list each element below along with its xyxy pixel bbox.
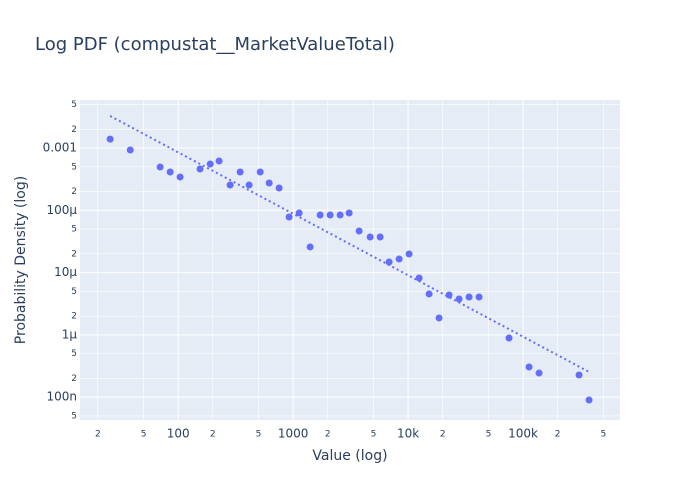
point bbox=[535, 369, 543, 377]
point bbox=[215, 157, 223, 165]
point bbox=[245, 181, 253, 189]
y-tick-label: 10μ bbox=[54, 265, 77, 279]
point bbox=[435, 314, 443, 322]
x-tick-label: 10k bbox=[397, 427, 419, 441]
x-tick-label: 2 bbox=[210, 430, 216, 440]
point bbox=[316, 211, 324, 219]
y-tick-label: 2 bbox=[71, 125, 77, 135]
point bbox=[465, 293, 473, 301]
point bbox=[166, 168, 174, 176]
point bbox=[415, 274, 423, 282]
point bbox=[156, 163, 164, 171]
point bbox=[236, 168, 244, 176]
point bbox=[355, 227, 363, 235]
y-tick-label: 2 bbox=[71, 249, 77, 259]
point bbox=[226, 181, 234, 189]
point bbox=[265, 179, 273, 187]
y-tick-label: 2 bbox=[71, 374, 77, 384]
point bbox=[575, 371, 583, 379]
x-tick-label: 5 bbox=[601, 430, 607, 440]
y-tick-label: 5 bbox=[71, 349, 77, 359]
point bbox=[306, 243, 314, 251]
point bbox=[376, 233, 384, 241]
y-tick-label: 100μ bbox=[46, 203, 77, 217]
point bbox=[455, 295, 463, 303]
x-tick-label: 5 bbox=[486, 430, 492, 440]
y-tick-label: 5 bbox=[71, 162, 77, 172]
point bbox=[385, 258, 393, 266]
point bbox=[405, 250, 413, 258]
x-tick-label: 1000 bbox=[278, 427, 309, 441]
point bbox=[585, 396, 593, 404]
y-tick-label: 2 bbox=[71, 312, 77, 322]
point bbox=[285, 213, 293, 221]
y-tick-label: 5 bbox=[71, 225, 77, 235]
point bbox=[275, 184, 283, 192]
point bbox=[176, 173, 184, 181]
y-tick-label: 5 bbox=[71, 287, 77, 297]
y-tick-label: 2 bbox=[71, 187, 77, 197]
point bbox=[366, 233, 374, 241]
x-tick-label: 2 bbox=[555, 430, 561, 440]
point bbox=[256, 168, 264, 176]
chart-title: Log PDF (compustat__MarketValueTotal) bbox=[35, 34, 395, 55]
point bbox=[126, 146, 134, 154]
x-tick-label: 2 bbox=[440, 430, 446, 440]
point bbox=[295, 209, 303, 217]
x-axis-label: Value (log) bbox=[312, 448, 387, 464]
y-tick-label: 5 bbox=[71, 411, 77, 421]
x-tick-label: 5 bbox=[141, 430, 147, 440]
y-axis-label: Probability Density (log) bbox=[13, 176, 29, 344]
point bbox=[425, 290, 433, 298]
point bbox=[196, 165, 204, 173]
point bbox=[326, 211, 334, 219]
y-tick-label: 0.001 bbox=[43, 141, 77, 155]
point bbox=[525, 363, 533, 371]
point bbox=[206, 160, 214, 168]
point bbox=[345, 209, 353, 217]
x-tick-label: 2 bbox=[325, 430, 331, 440]
y-tick-label: 1μ bbox=[62, 327, 78, 341]
fit-line bbox=[109, 115, 590, 373]
point bbox=[336, 211, 344, 219]
point bbox=[395, 255, 403, 263]
x-tick-label: 100k bbox=[508, 427, 538, 441]
y-tick-label: 100n bbox=[46, 390, 77, 404]
y-tick-label: 5 bbox=[71, 100, 77, 110]
x-tick-label: 5 bbox=[256, 430, 262, 440]
point bbox=[106, 135, 114, 143]
x-tick-label: 100 bbox=[167, 427, 190, 441]
x-tick-label: 2 bbox=[95, 430, 101, 440]
point bbox=[505, 334, 513, 342]
x-tick-label: 5 bbox=[371, 430, 377, 440]
point bbox=[475, 293, 483, 301]
point bbox=[445, 291, 453, 299]
